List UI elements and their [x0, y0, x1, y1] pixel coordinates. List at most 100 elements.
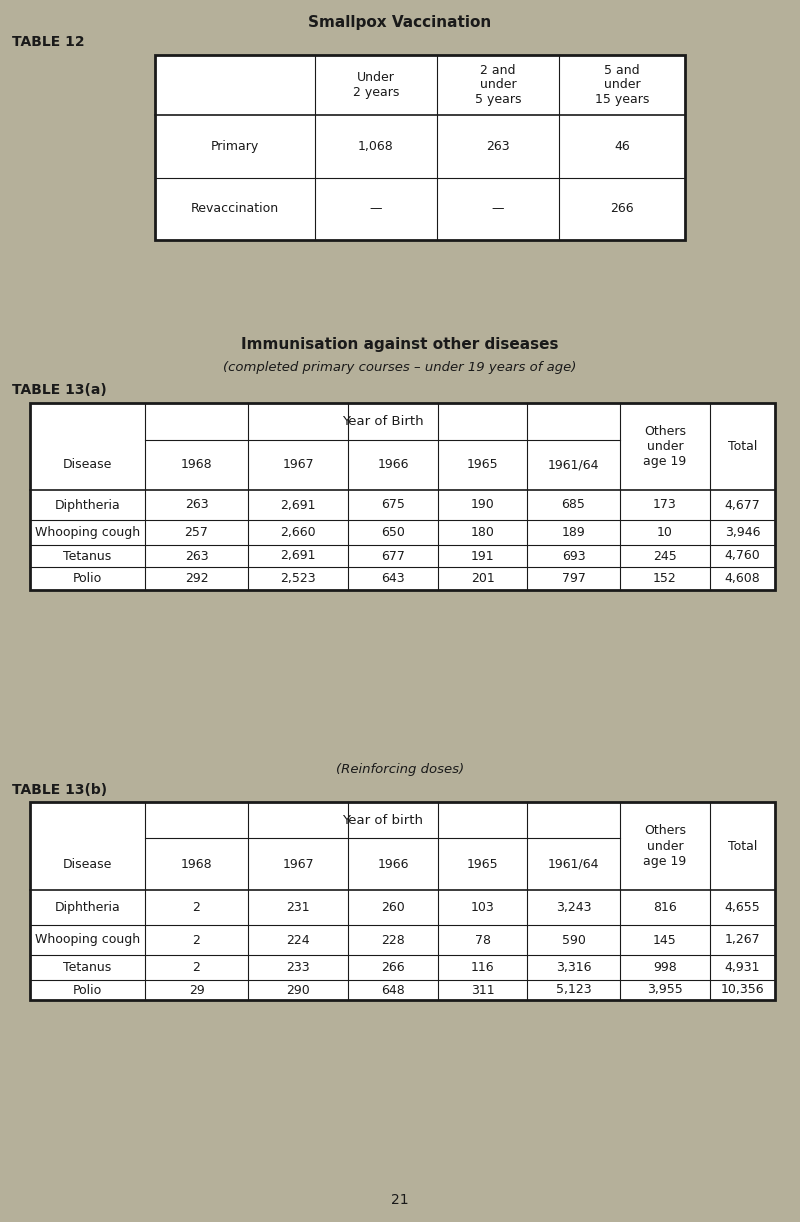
- Text: —: —: [370, 203, 382, 215]
- Text: 1966: 1966: [378, 858, 409, 870]
- Text: 650: 650: [381, 525, 405, 539]
- Text: 816: 816: [653, 901, 677, 914]
- Text: TABLE 13(a): TABLE 13(a): [12, 382, 106, 397]
- Text: 590: 590: [562, 934, 586, 947]
- Text: 245: 245: [653, 550, 677, 562]
- Text: 677: 677: [381, 550, 405, 562]
- Text: 231: 231: [286, 901, 310, 914]
- Text: Tetanus: Tetanus: [63, 550, 112, 562]
- Text: 4,931: 4,931: [725, 960, 760, 974]
- Text: 190: 190: [470, 499, 494, 512]
- Text: Whooping cough: Whooping cough: [35, 934, 140, 947]
- Text: 1,267: 1,267: [725, 934, 760, 947]
- Text: 797: 797: [562, 572, 586, 585]
- Text: 1967: 1967: [282, 458, 314, 472]
- Bar: [30, 403, 775, 590]
- Text: (Reinforcing doses): (Reinforcing doses): [336, 764, 464, 776]
- Text: 191: 191: [470, 550, 494, 562]
- Text: 266: 266: [610, 203, 634, 215]
- Text: Under
2 years: Under 2 years: [353, 71, 399, 99]
- Text: 173: 173: [653, 499, 677, 512]
- Text: 263: 263: [185, 550, 208, 562]
- Text: 2: 2: [193, 901, 201, 914]
- Text: 4,608: 4,608: [725, 572, 760, 585]
- Text: 257: 257: [185, 525, 209, 539]
- Text: 4,760: 4,760: [725, 550, 760, 562]
- Text: Total: Total: [728, 840, 757, 853]
- Text: 1967: 1967: [282, 858, 314, 870]
- Text: 103: 103: [470, 901, 494, 914]
- Text: 4,655: 4,655: [725, 901, 760, 914]
- Text: 648: 648: [381, 984, 405, 996]
- Text: 693: 693: [562, 550, 586, 562]
- Text: 5,123: 5,123: [556, 984, 591, 996]
- Text: Whooping cough: Whooping cough: [35, 525, 140, 539]
- Text: 2,660: 2,660: [280, 525, 316, 539]
- Text: Total: Total: [728, 440, 757, 453]
- Text: 145: 145: [653, 934, 677, 947]
- Text: Disease: Disease: [63, 458, 112, 472]
- Text: 3,243: 3,243: [556, 901, 591, 914]
- Text: 1961/64: 1961/64: [548, 858, 599, 870]
- Text: (completed primary courses – under 19 years of age): (completed primary courses – under 19 ye…: [223, 362, 577, 374]
- Text: Revaccination: Revaccination: [191, 203, 279, 215]
- Text: Disease: Disease: [63, 858, 112, 870]
- Text: TABLE 12: TABLE 12: [12, 35, 85, 49]
- Text: Others
under
age 19: Others under age 19: [643, 825, 686, 868]
- Text: 643: 643: [381, 572, 405, 585]
- Text: 2,523: 2,523: [280, 572, 316, 585]
- Text: 21: 21: [391, 1193, 409, 1207]
- Text: 1968: 1968: [181, 858, 212, 870]
- Text: 2: 2: [193, 960, 201, 974]
- Text: 266: 266: [381, 960, 405, 974]
- Text: TABLE 13(b): TABLE 13(b): [12, 783, 107, 797]
- Text: 2,691: 2,691: [280, 499, 316, 512]
- Text: 152: 152: [653, 572, 677, 585]
- Text: Primary: Primary: [211, 141, 259, 153]
- Text: 2: 2: [193, 934, 201, 947]
- Text: 3,316: 3,316: [556, 960, 591, 974]
- Text: 228: 228: [381, 934, 405, 947]
- Bar: [155, 55, 685, 240]
- Text: 1961/64: 1961/64: [548, 458, 599, 472]
- Text: 998: 998: [653, 960, 677, 974]
- Text: 3,946: 3,946: [725, 525, 760, 539]
- Text: 311: 311: [470, 984, 494, 996]
- Text: 180: 180: [470, 525, 494, 539]
- Text: 290: 290: [286, 984, 310, 996]
- Text: 46: 46: [614, 141, 630, 153]
- Text: 3,955: 3,955: [647, 984, 683, 996]
- Text: 292: 292: [185, 572, 208, 585]
- Bar: [30, 802, 775, 1000]
- Text: 1965: 1965: [466, 858, 498, 870]
- Text: Year of birth: Year of birth: [342, 814, 423, 826]
- Text: 201: 201: [470, 572, 494, 585]
- Text: 10,356: 10,356: [721, 984, 764, 996]
- Text: Tetanus: Tetanus: [63, 960, 112, 974]
- Text: 4,677: 4,677: [725, 499, 760, 512]
- Text: 685: 685: [562, 499, 586, 512]
- Text: 78: 78: [474, 934, 490, 947]
- Text: 224: 224: [286, 934, 310, 947]
- Text: 1965: 1965: [466, 458, 498, 472]
- Text: Year of Birth: Year of Birth: [342, 415, 423, 428]
- Text: 260: 260: [381, 901, 405, 914]
- Text: 263: 263: [486, 141, 510, 153]
- Text: Smallpox Vaccination: Smallpox Vaccination: [308, 15, 492, 29]
- Text: Immunisation against other diseases: Immunisation against other diseases: [242, 337, 558, 352]
- Text: 1,068: 1,068: [358, 141, 394, 153]
- Text: 675: 675: [381, 499, 405, 512]
- Text: 2 and
under
5 years: 2 and under 5 years: [474, 64, 522, 106]
- Text: 116: 116: [470, 960, 494, 974]
- Text: 263: 263: [185, 499, 208, 512]
- Text: 1966: 1966: [378, 458, 409, 472]
- Text: Diphtheria: Diphtheria: [54, 901, 120, 914]
- Text: 5 and
under
15 years: 5 and under 15 years: [595, 64, 649, 106]
- Text: Others
under
age 19: Others under age 19: [643, 425, 686, 468]
- Text: 10: 10: [657, 525, 673, 539]
- Text: —: —: [492, 203, 504, 215]
- Text: Polio: Polio: [73, 984, 102, 996]
- Text: 233: 233: [286, 960, 310, 974]
- Text: 189: 189: [562, 525, 586, 539]
- Text: 29: 29: [189, 984, 204, 996]
